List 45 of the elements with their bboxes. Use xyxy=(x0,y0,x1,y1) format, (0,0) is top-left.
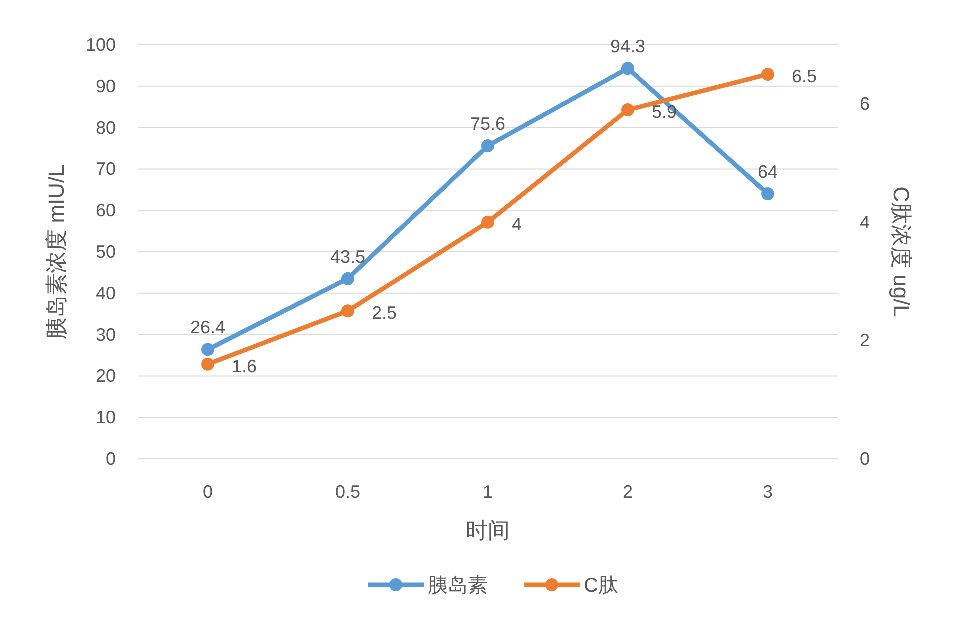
y-tick-label: 90 xyxy=(96,76,116,96)
data-label: 94.3 xyxy=(610,36,646,57)
y-tick-label: 20 xyxy=(96,366,116,386)
y-tick-label: 80 xyxy=(96,118,116,138)
point xyxy=(762,188,774,201)
x-tick-label: 0 xyxy=(202,482,214,502)
y-tick-label: 70 xyxy=(96,159,116,180)
y2-tick-label: 2 xyxy=(860,330,870,351)
point xyxy=(342,304,354,318)
y-tick-label: 10 xyxy=(96,408,116,428)
point xyxy=(482,140,494,153)
y-tick-label: 40 xyxy=(96,283,116,304)
y-tick-label: 50 xyxy=(96,242,116,262)
x-tick-label: 1 xyxy=(482,482,494,502)
x-tick-label: 3 xyxy=(762,482,774,502)
legend-label: C肽 xyxy=(584,575,618,597)
y-tick-label: 30 xyxy=(96,324,116,345)
data-label: 6.5 xyxy=(792,66,818,87)
point xyxy=(762,68,774,82)
point xyxy=(202,343,214,356)
data-label: 5.9 xyxy=(652,102,678,122)
x-tick-label: 2 xyxy=(622,482,634,502)
point xyxy=(482,216,494,229)
x-axis-title: 时间 xyxy=(466,518,510,543)
x-tick-label: 0.5 xyxy=(335,482,361,502)
data-label: 2.5 xyxy=(372,303,398,324)
point xyxy=(622,62,634,76)
y-axis-title: 胰岛素浓度 mIU/L xyxy=(44,164,69,340)
y-tick-label: 0 xyxy=(106,449,116,469)
y2-tick-label: 0 xyxy=(860,449,870,469)
data-label: 1.6 xyxy=(232,356,258,376)
y-tick-label: 60 xyxy=(96,200,116,221)
data-label: 75.6 xyxy=(470,114,506,134)
y2-tick-label: 4 xyxy=(860,212,870,232)
data-label: 43.5 xyxy=(330,246,366,267)
point xyxy=(202,358,214,371)
data-label: 64 xyxy=(758,162,778,182)
point xyxy=(342,272,354,286)
point xyxy=(622,104,634,117)
legend-label: 胰岛素 xyxy=(428,575,488,597)
data-label: 26.4 xyxy=(190,318,226,338)
y2-axis-title: C肽浓度 ug/L xyxy=(889,186,914,318)
data-label: 4 xyxy=(512,214,522,234)
y2-tick-label: 6 xyxy=(860,94,870,114)
y-tick-label: 100 xyxy=(86,35,116,55)
